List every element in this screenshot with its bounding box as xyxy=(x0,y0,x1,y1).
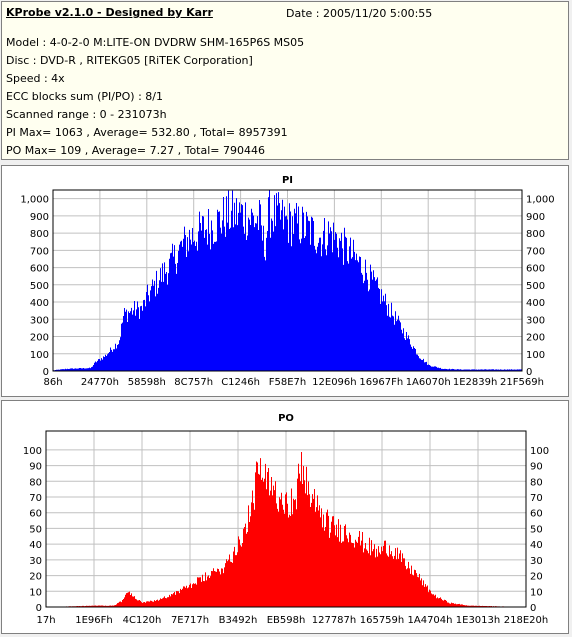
pi-y-tick-label-right: 500 xyxy=(526,281,545,292)
info-panel: KProbe v2.1.0 - Designed by Karr Date : … xyxy=(1,1,569,160)
pi-x-tick-label: 12E096h xyxy=(312,377,356,388)
po-x-tick-label: 127787h xyxy=(312,615,357,626)
po-summary-line: PO Max= 109 , Average= 7.27 , Total= 790… xyxy=(6,144,265,157)
po-y-tick-label-left: 10 xyxy=(29,587,42,598)
po-y-tick-label-right: 60 xyxy=(530,509,543,520)
pi-y-tick-label-right: 700 xyxy=(526,246,545,257)
pi-chart: PI 0 0 100 100 200 200 300 300 400 400 500 500 600 600… xyxy=(20,175,555,388)
model-line: Model : 4-0-2-0 M:LITE-ON DVDRW SHM-165P… xyxy=(6,36,305,49)
po-x-tick-label: 4C120h xyxy=(123,615,162,626)
po-y-tick-label-left: 80 xyxy=(29,477,42,488)
po-y-tick-label-right: 90 xyxy=(530,462,543,473)
app-title: KProbe v2.1.0 - Designed by Karr xyxy=(6,6,213,19)
pi-series xyxy=(53,190,522,371)
po-chart: PO 0 0 10 10 20 20 30 30 40 40 50 50 60 60 70 70 80 80 90 90… xyxy=(23,413,549,626)
po-y-tick-label-right: 20 xyxy=(530,572,543,583)
pi-x-tick-label: 24770h xyxy=(81,377,119,388)
pi-y-tick-label-left: 300 xyxy=(30,315,49,326)
pi-x-tick-label: 1A6070h xyxy=(406,377,451,388)
po-x-tick-label: 218E20h xyxy=(504,615,548,626)
pi-y-tick-label-right: 200 xyxy=(526,333,545,344)
pi-y-tick-label-right: 0 xyxy=(526,367,532,378)
po-y-tick-label-right: 100 xyxy=(530,446,549,457)
po-y-tick-label-left: 40 xyxy=(29,540,42,551)
po-y-tick-label-right: 40 xyxy=(530,540,543,551)
po-y-tick-label-left: 90 xyxy=(29,462,42,473)
pi-chart-title: PI xyxy=(282,175,293,186)
pi-x-tick-label: 86h xyxy=(43,377,62,388)
pi-y-tick-label-left: 0 xyxy=(43,367,49,378)
po-x-tick-label: 17h xyxy=(36,615,55,626)
po-y-tick-label-right: 80 xyxy=(530,477,543,488)
pi-chart-panel: PI 0 0 100 100 200 200 300 300 400 400 500 500 600 600… xyxy=(1,165,569,397)
po-y-tick-label-left: 0 xyxy=(36,603,42,614)
pi-y-tick-label-right: 1,000 xyxy=(526,195,555,206)
pi-y-tick-label-left: 400 xyxy=(30,298,49,309)
po-series xyxy=(47,452,526,607)
po-y-tick-label-right: 50 xyxy=(530,524,543,535)
po-x-tick-label: B3492h xyxy=(219,615,258,626)
pi-y-tick-label-left: 500 xyxy=(30,281,49,292)
pi-y-tick-label-right: 800 xyxy=(526,229,545,240)
po-y-tick-label-right: 10 xyxy=(530,587,543,598)
pi-y-tick-label-left: 100 xyxy=(30,350,49,361)
po-x-tick-label: 165759h xyxy=(360,615,405,626)
po-x-tick-label: EB598h xyxy=(267,615,306,626)
pi-x-tick-label: 8C757h xyxy=(174,377,213,388)
range-line: Scanned range : 0 - 231073h xyxy=(6,108,167,121)
pi-y-tick-label-left: 800 xyxy=(30,229,49,240)
pi-plot-frame xyxy=(52,189,523,372)
pi-y-tick-label-right: 100 xyxy=(526,350,545,361)
po-y-tick-label-left: 60 xyxy=(29,509,42,520)
pi-y-tick-label-right: 600 xyxy=(526,264,545,275)
pi-x-tick-label: 21F569h xyxy=(500,377,544,388)
po-y-tick-label-left: 70 xyxy=(29,493,42,504)
po-y-tick-label-left: 20 xyxy=(29,572,42,583)
ecc-line: ECC blocks sum (PI/PO) : 8/1 xyxy=(6,90,163,103)
pi-y-tick-label-left: 200 xyxy=(30,333,49,344)
po-chart-panel: PO 0 0 10 10 20 20 30 30 40 40 50 50 60 60 70 70 80 80 90 90… xyxy=(1,400,569,634)
pi-y-tick-label-left: 1,000 xyxy=(20,195,49,206)
pi-x-tick-label: 1E2839h xyxy=(453,377,497,388)
po-x-tick-label: 1E96Fh xyxy=(75,615,113,626)
po-y-tick-label-right: 70 xyxy=(530,493,543,504)
speed-line: Speed : 4x xyxy=(6,72,65,85)
pi-x-tick-label: 58598h xyxy=(128,377,166,388)
pi-y-tick-label-right: 900 xyxy=(526,212,545,223)
pi-x-tick-label: C1246h xyxy=(221,377,260,388)
po-y-tick-label-right: 30 xyxy=(530,556,543,567)
pi-y-tick-label-left: 900 xyxy=(30,212,49,223)
pi-y-tick-label-left: 600 xyxy=(30,264,49,275)
disc-line: Disc : DVD-R , RITEKG05 [RiTEK Corporati… xyxy=(6,54,253,67)
po-y-tick-label-left: 50 xyxy=(29,524,42,535)
po-chart-title: PO xyxy=(278,413,294,424)
po-y-tick-label-right: 0 xyxy=(530,603,536,614)
scan-date: Date : 2005/11/20 5:00:55 xyxy=(286,7,433,20)
po-y-tick-label-left: 100 xyxy=(23,446,42,457)
pi-x-tick-label: F58E7h xyxy=(269,377,307,388)
po-x-tick-label: 1E3013h xyxy=(456,615,500,626)
po-y-tick-label-left: 30 xyxy=(29,556,42,567)
pi-y-tick-label-left: 700 xyxy=(30,246,49,257)
po-x-tick-label: 7E717h xyxy=(171,615,209,626)
pi-y-tick-label-right: 300 xyxy=(526,315,545,326)
po-plot-frame xyxy=(45,430,527,608)
po-x-tick-label: 1A4704h xyxy=(408,615,453,626)
pi-y-tick-label-right: 400 xyxy=(526,298,545,309)
pi-summary-line: PI Max= 1063 , Average= 532.80 , Total= … xyxy=(6,126,288,139)
pi-x-tick-label: 16967Fh xyxy=(359,377,403,388)
